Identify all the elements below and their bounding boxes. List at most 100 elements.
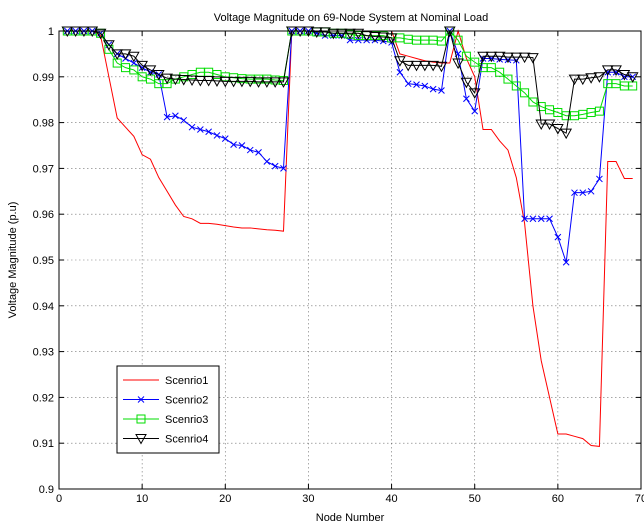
data-point — [610, 65, 622, 76]
y-tick-label: 0.91 — [33, 438, 54, 450]
data-point — [528, 97, 538, 107]
legend-label: Scenrio4 — [165, 434, 208, 446]
legend-marker-swatch — [136, 414, 146, 424]
data-point — [520, 88, 530, 98]
data-point — [269, 77, 282, 88]
data-point — [427, 60, 439, 72]
data-point — [452, 58, 464, 70]
data-point — [537, 215, 545, 223]
y-tick-label: 0.98 — [33, 118, 54, 130]
data-point — [626, 72, 639, 83]
data-point — [186, 75, 198, 87]
data-point — [211, 76, 223, 87]
data-point — [169, 74, 182, 86]
legend-entries: Scenrio1 Scenrio2 Scenrio3 Scenrio4 — [123, 375, 208, 446]
chart-title: Voltage Magnitude on 69-Node System at N… — [214, 12, 489, 24]
legend: Scenrio1 Scenrio2 Scenrio3 Scenrio4 — [116, 365, 220, 454]
data-point — [255, 149, 262, 156]
data-point — [177, 75, 190, 86]
data-point — [585, 73, 597, 84]
data-point — [521, 215, 528, 223]
legend-marker-swatch — [135, 434, 147, 445]
data-point — [136, 60, 148, 72]
data-point — [601, 65, 614, 76]
y-axis-label: Voltage Magnitude (p.u) — [7, 202, 19, 319]
legend-entry: Scenrio4 — [123, 434, 208, 446]
data-point — [554, 233, 562, 241]
data-point — [129, 65, 139, 75]
data-point — [352, 28, 365, 40]
data-point — [587, 187, 595, 195]
data-point — [327, 28, 340, 40]
data-point — [202, 75, 215, 87]
legend-entry: Scenrio3 — [123, 414, 208, 426]
data-point — [238, 142, 246, 149]
x-tick-label: 0 — [56, 493, 62, 505]
data-point — [138, 64, 146, 71]
data-point — [394, 56, 406, 67]
data-point — [429, 85, 437, 93]
data-point — [263, 158, 271, 165]
data-point — [377, 32, 390, 43]
data-point — [205, 128, 213, 136]
data-point — [236, 76, 248, 88]
data-point — [518, 52, 531, 64]
data-point — [438, 87, 445, 94]
data-point — [261, 77, 273, 88]
legend-label: Scenrio2 — [165, 395, 208, 407]
data-point — [244, 76, 257, 88]
data-point — [502, 52, 514, 64]
data-point — [535, 119, 548, 131]
data-point — [468, 88, 481, 99]
grid-lines — [59, 31, 641, 489]
series-line — [67, 30, 633, 134]
data-point — [460, 77, 473, 89]
data-point — [354, 36, 362, 44]
data-point — [103, 40, 115, 51]
data-point — [485, 51, 498, 63]
data-point — [463, 95, 470, 103]
data-point — [310, 27, 323, 38]
data-point — [418, 60, 431, 72]
data-point — [529, 215, 537, 223]
x-tick-label: 30 — [302, 493, 314, 505]
data-point — [119, 49, 132, 60]
data-point — [180, 116, 188, 124]
data-point — [402, 60, 415, 72]
y-tick-label: 0.95 — [33, 255, 54, 267]
data-point — [495, 67, 505, 77]
data-point — [503, 74, 513, 84]
data-point — [94, 28, 107, 40]
data-point — [493, 51, 506, 63]
y-tick-label: 0.92 — [33, 392, 54, 404]
data-point — [453, 35, 463, 45]
data-point — [194, 75, 207, 87]
data-point — [562, 258, 570, 266]
data-point — [461, 51, 471, 61]
data-point — [147, 68, 154, 76]
legend-entry: Scenrio2 — [123, 395, 208, 407]
data-point — [230, 141, 237, 148]
data-point — [413, 81, 420, 88]
data-point — [360, 31, 373, 42]
data-point — [369, 31, 381, 43]
legend-marker-swatch — [137, 396, 145, 403]
data-point — [511, 81, 521, 91]
data-point — [396, 68, 404, 76]
data-point — [594, 106, 604, 116]
data-point — [404, 80, 412, 88]
data-point — [188, 123, 196, 131]
data-point — [543, 119, 556, 131]
data-point — [510, 52, 523, 64]
x-tick-label: 40 — [385, 493, 397, 505]
data-point — [470, 57, 480, 67]
data-point — [163, 113, 171, 121]
data-point — [172, 112, 179, 120]
x-tick-label: 60 — [552, 493, 564, 505]
legend-label: Scenrio1 — [165, 375, 208, 387]
data-point — [436, 36, 446, 46]
data-point — [576, 74, 589, 86]
legend-label: Scenrio3 — [165, 414, 208, 426]
data-point — [335, 28, 348, 40]
